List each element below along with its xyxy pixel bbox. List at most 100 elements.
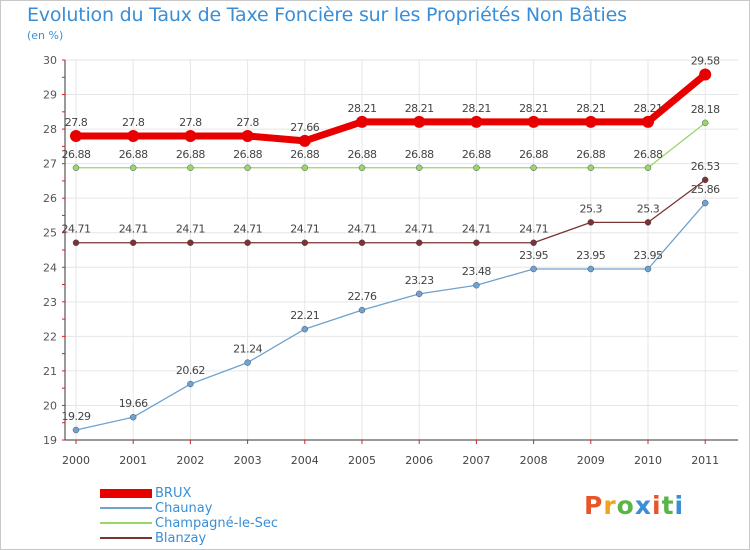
data-label: 19.29 bbox=[62, 410, 91, 423]
series-line-chaunay bbox=[75, 202, 706, 431]
data-label: 26.88 bbox=[62, 148, 91, 161]
legend-item-chaunay: Chaunay bbox=[100, 501, 212, 516]
x-tick-label: 2001 bbox=[119, 454, 147, 467]
data-label: 28.18 bbox=[691, 103, 720, 116]
data-point bbox=[129, 164, 137, 171]
data-label: 28.21 bbox=[634, 102, 663, 115]
data-label: 23.95 bbox=[634, 249, 663, 262]
series-line-brux bbox=[72, 71, 709, 145]
x-tick-label: 2003 bbox=[234, 454, 262, 467]
data-label: 26.88 bbox=[405, 148, 434, 161]
data-label: 26.88 bbox=[233, 148, 262, 161]
legend-label-brux: BRUX bbox=[155, 485, 192, 501]
data-label: 26.53 bbox=[691, 160, 720, 173]
data-point bbox=[587, 164, 594, 171]
data-point bbox=[587, 265, 594, 273]
y-tick-label: 26 bbox=[43, 192, 57, 205]
data-point bbox=[470, 115, 483, 128]
x-tick-label: 2002 bbox=[176, 454, 204, 467]
y-tick-label: 27 bbox=[43, 158, 57, 171]
data-point bbox=[527, 115, 540, 128]
data-label: 24.71 bbox=[62, 223, 91, 236]
data-point bbox=[644, 164, 652, 171]
y-tick-label: 24 bbox=[43, 261, 57, 274]
x-tick-label: 2007 bbox=[462, 454, 490, 467]
data-label: 25.86 bbox=[691, 183, 720, 196]
data-point bbox=[699, 68, 712, 81]
data-label: 24.71 bbox=[176, 223, 205, 236]
data-label: 24.71 bbox=[348, 223, 377, 236]
y-tick-label: 21 bbox=[43, 365, 57, 378]
data-label: 24.71 bbox=[519, 223, 548, 236]
data-point bbox=[127, 130, 140, 142]
data-label: 26.88 bbox=[119, 148, 148, 161]
series-line-champagn-le-sec bbox=[75, 122, 706, 169]
data-label: 24.71 bbox=[233, 223, 262, 236]
data-label: 25.3 bbox=[637, 202, 660, 215]
data-point bbox=[416, 239, 423, 246]
legend-label-champagne-le-sec: Champagné-le-Sec bbox=[155, 515, 279, 531]
data-point bbox=[584, 115, 597, 128]
legend-label-blanzay: Blanzay bbox=[155, 530, 207, 546]
legend-swatch-chaunay bbox=[100, 507, 152, 509]
y-tick-label: 23 bbox=[43, 296, 57, 309]
legend-swatch-blanzay bbox=[100, 537, 152, 539]
data-point bbox=[70, 130, 82, 142]
data-point bbox=[184, 130, 197, 142]
data-point bbox=[129, 239, 137, 246]
logo-letter: i bbox=[652, 491, 662, 520]
data-point bbox=[530, 239, 537, 246]
y-tick-label: 25 bbox=[43, 227, 57, 240]
data-label: 23.23 bbox=[405, 274, 434, 287]
data-label: 23.95 bbox=[519, 249, 548, 262]
data-point bbox=[241, 130, 254, 142]
data-point bbox=[644, 265, 652, 273]
data-point bbox=[702, 176, 709, 184]
data-point bbox=[244, 359, 251, 366]
data-point bbox=[416, 290, 423, 298]
data-label: 28.21 bbox=[462, 102, 491, 115]
data-point bbox=[298, 134, 311, 147]
x-tick-label: 2011 bbox=[691, 454, 719, 467]
data-label: 24.71 bbox=[405, 223, 434, 236]
data-point bbox=[301, 239, 308, 246]
logo-letter: o bbox=[616, 491, 635, 520]
x-tick-label: 2006 bbox=[405, 454, 433, 467]
y-tick-label: 30 bbox=[43, 54, 57, 67]
legend-swatch-champagne-le-sec bbox=[100, 522, 152, 524]
data-label: 22.76 bbox=[348, 290, 377, 303]
y-tick-label: 22 bbox=[43, 330, 57, 343]
data-point bbox=[473, 282, 480, 289]
data-point bbox=[416, 164, 423, 171]
data-label: 26.88 bbox=[290, 148, 319, 161]
data-point bbox=[301, 325, 308, 333]
data-label: 26.88 bbox=[176, 148, 205, 161]
data-point bbox=[413, 115, 426, 128]
data-point bbox=[473, 239, 480, 246]
data-point bbox=[356, 115, 368, 128]
data-label: 28.21 bbox=[576, 102, 605, 115]
data-label: 27.8 bbox=[122, 116, 145, 129]
data-label: 27.8 bbox=[236, 116, 259, 129]
data-point bbox=[358, 164, 366, 171]
data-point bbox=[301, 164, 308, 171]
data-point bbox=[187, 164, 194, 171]
data-label: 23.95 bbox=[576, 249, 605, 262]
legend-item-champagne-le-sec: Champagné-le-Sec bbox=[100, 515, 279, 531]
data-label: 29.58 bbox=[691, 55, 720, 68]
series-line-blanzay bbox=[75, 179, 706, 244]
y-tick-label: 28 bbox=[43, 123, 57, 136]
x-tick-label: 2005 bbox=[348, 454, 376, 467]
x-tick-label: 2009 bbox=[577, 454, 605, 467]
data-label: 24.71 bbox=[119, 223, 148, 236]
data-point bbox=[473, 164, 480, 171]
data-label: 28.21 bbox=[348, 102, 377, 115]
legend-item-blanzay: Blanzay bbox=[100, 530, 207, 546]
data-point bbox=[72, 239, 80, 246]
data-label: 23.48 bbox=[462, 265, 491, 278]
chart-title: Evolution du Taux de Taxe Foncière sur l… bbox=[27, 4, 627, 26]
logo-letter: x bbox=[634, 491, 652, 520]
proxiti-logo: Proxiti bbox=[584, 491, 684, 520]
data-point bbox=[358, 306, 366, 314]
